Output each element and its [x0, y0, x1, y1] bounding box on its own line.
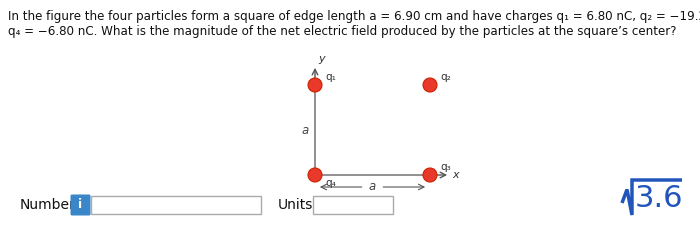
Circle shape — [308, 168, 322, 182]
Circle shape — [423, 168, 437, 182]
Text: q₄: q₄ — [325, 178, 336, 188]
Text: q₁: q₁ — [325, 72, 336, 82]
Text: a: a — [302, 124, 309, 137]
Circle shape — [308, 78, 322, 92]
FancyBboxPatch shape — [71, 195, 90, 215]
Text: x: x — [452, 170, 458, 180]
Text: Number: Number — [20, 198, 76, 212]
Text: q₂: q₂ — [440, 72, 451, 82]
Text: i: i — [78, 199, 83, 212]
Text: ▿: ▿ — [350, 200, 356, 210]
Text: 3.6: 3.6 — [635, 184, 683, 213]
Text: q₄ = −6.80 nC. What is the magnitude of the net electric field produced by the p: q₄ = −6.80 nC. What is the magnitude of … — [8, 25, 676, 38]
Text: a: a — [369, 180, 376, 193]
FancyBboxPatch shape — [91, 196, 261, 214]
Text: q₃: q₃ — [440, 162, 451, 172]
Text: Units: Units — [278, 198, 314, 212]
Text: y: y — [318, 54, 325, 64]
FancyBboxPatch shape — [313, 196, 393, 214]
Text: In the figure the four particles form a square of edge length a = 6.90 cm and ha: In the figure the four particles form a … — [8, 10, 700, 23]
Circle shape — [423, 78, 437, 92]
